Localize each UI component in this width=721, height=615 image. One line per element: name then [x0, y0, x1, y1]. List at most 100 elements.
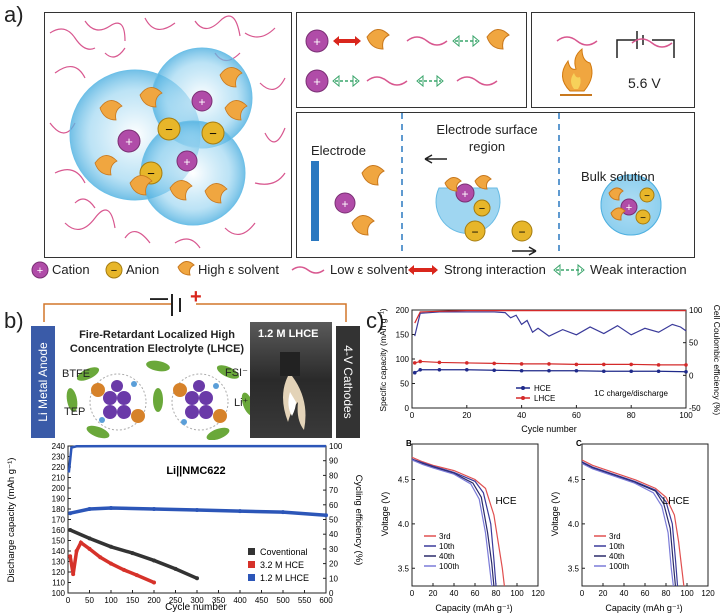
fsi-label: FSI⁻ [225, 367, 248, 379]
legend-entry: LHCE [534, 394, 555, 403]
x-tick-label: 50 [85, 596, 94, 605]
x-tick-label: 20 [429, 589, 438, 598]
legend-entry: 10th [609, 542, 625, 551]
y-tick-label: 150 [52, 537, 66, 546]
y2-tick-label: 0 [689, 371, 694, 380]
x-tick-label: 450 [255, 596, 269, 605]
data-point [98, 555, 103, 560]
legend-entry: 100th [439, 562, 459, 571]
data-point [602, 362, 606, 367]
data-point [87, 507, 92, 511]
svg-text:+: + [183, 155, 190, 169]
curve-40th [581, 462, 677, 587]
data-point [684, 369, 688, 374]
plus-sign: + [190, 286, 202, 308]
x-tick-label: 100 [679, 411, 693, 420]
cathode-bar: 4-V Cathodes [336, 326, 360, 438]
nmc622-y2label: Cycling efficiency (%) [353, 475, 364, 566]
svg-text:−: − [147, 166, 155, 181]
x-tick-label: 60 [641, 589, 650, 598]
legend-entry: 3rd [609, 532, 621, 541]
x-tick-label: 0 [580, 589, 585, 598]
svg-text:−: − [471, 225, 478, 239]
hce-y-ticks: 3.5 4.0 4.5 [398, 476, 415, 573]
anion-icon [105, 261, 123, 279]
data-point [519, 368, 524, 373]
y2-tick-label: 50 [689, 339, 698, 348]
cation-icon [31, 261, 49, 279]
data-point [238, 509, 242, 514]
x-tick-label: 20 [599, 589, 608, 598]
data-point [465, 367, 469, 372]
chart-cycling: 0 50 100 150 200 -50 0 50 100 0 20 40 60 80 100 HCEL… [378, 305, 721, 434]
hce-label: HCE [495, 496, 516, 507]
legend-swatch [248, 574, 255, 581]
x-tick-label: 550 [298, 596, 312, 605]
surface-region-label: Electrode surface region [436, 122, 538, 154]
x-tick-label: 300 [190, 596, 204, 605]
y-tick-label: 3.5 [398, 564, 410, 573]
efficiency-hce-line [414, 311, 687, 337]
flame-photo: 1.2 M LHCE [250, 322, 332, 438]
cycling-annotation: 1C charge/discharge [594, 389, 668, 398]
svg-text:+: + [626, 202, 632, 214]
panel-b-letter: b) [4, 308, 24, 333]
svg-text:+: + [313, 34, 321, 49]
legend-strong: Strong interaction [444, 262, 546, 277]
svg-text:+: + [461, 187, 468, 201]
y2-tick-label: 40 [329, 530, 338, 539]
chart-hce-voltage: B 3.5 4.0 4.5 0 20 40 60 80 100 120 3rd10th40th1… [380, 439, 545, 613]
cycling-y2label: Cell Coulombic efficiency (%) [712, 305, 721, 416]
high-solvents [94, 67, 248, 204]
cathode-label: 4-V Cathodes [341, 345, 355, 419]
x-tick-label: 100 [680, 589, 694, 598]
data-point [281, 510, 285, 515]
curve-100th [581, 462, 674, 587]
data-point [492, 361, 496, 366]
svg-text:−: − [209, 126, 217, 141]
y-tick-label: 200 [52, 484, 66, 493]
data-point [629, 369, 633, 374]
solvation-illustration: + + + − − − [44, 12, 292, 258]
anode-bar: Li Metal Anode [31, 326, 55, 438]
data-point [547, 362, 551, 366]
cycling-y-ticks: 0 50 100 150 200 [396, 306, 415, 413]
data-point [418, 359, 423, 364]
y-tick-label: 4.0 [568, 520, 580, 529]
svg-text:−: − [165, 122, 173, 137]
x-tick-label: 80 [662, 589, 671, 598]
svg-text:−: − [640, 213, 646, 224]
interaction-box: + + [296, 12, 527, 108]
nmc622-y2-ticks: 0 10 20 30 40 50 60 70 80 90 100 [323, 442, 343, 598]
y2-tick-label: 100 [689, 306, 703, 315]
svg-text:−: − [111, 265, 117, 277]
y2-tick-label: 60 [329, 501, 338, 510]
legend-anion: Anion [126, 262, 160, 277]
data-point [195, 576, 199, 581]
panel-a-legend: + − Cation Anion High ε solvent Low ε so… [30, 260, 720, 280]
cations: + + + [117, 90, 213, 172]
y-tick-label: 220 [52, 463, 66, 472]
x-tick-label: 120 [701, 589, 715, 598]
curve-40th [411, 459, 495, 587]
hce-ylabel: Voltage (V) [380, 492, 390, 537]
photo-flame-icon [280, 352, 306, 430]
y-tick-label: 50 [400, 380, 409, 389]
y-tick-label: 100 [52, 589, 66, 598]
x-tick-label: 0 [410, 411, 415, 420]
legend-entry: 40th [439, 552, 455, 561]
svg-text:+: + [313, 74, 321, 89]
legend-swatch [248, 548, 255, 555]
x-tick-label: 0 [66, 596, 71, 605]
data-point [121, 567, 126, 572]
curve-10th [411, 458, 497, 587]
voltage-svg [556, 31, 675, 96]
low-solvent-background [49, 15, 286, 249]
data-point [492, 368, 496, 373]
data-point [412, 370, 417, 375]
nmc622-y-ticks: 1001101201301401501601701801902002102202… [52, 442, 71, 598]
low-solvent-icon [291, 266, 325, 274]
y-tick-label: 160 [52, 526, 66, 535]
